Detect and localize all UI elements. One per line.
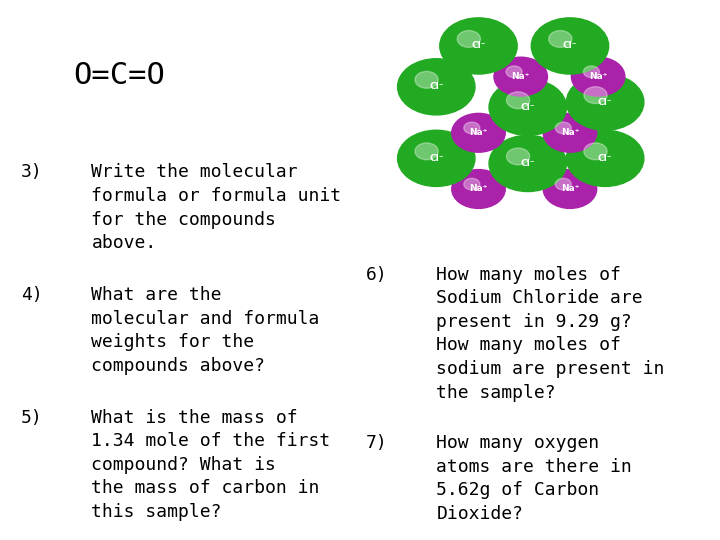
Circle shape — [489, 79, 567, 136]
Text: How many moles of
Sodium Chloride are
present in 9.29 g?
How many moles of
sodiu: How many moles of Sodium Chloride are pr… — [436, 266, 665, 402]
Text: 7): 7) — [366, 434, 387, 452]
Circle shape — [457, 31, 480, 48]
Circle shape — [464, 122, 480, 134]
Circle shape — [464, 178, 480, 190]
Circle shape — [494, 57, 547, 96]
Circle shape — [451, 170, 505, 208]
Text: Cl⁻: Cl⁻ — [598, 98, 613, 107]
Text: Cl⁻: Cl⁻ — [563, 42, 577, 50]
Circle shape — [451, 113, 505, 152]
Circle shape — [543, 113, 597, 152]
Circle shape — [567, 130, 644, 186]
Circle shape — [531, 18, 608, 74]
Text: Cl⁻: Cl⁻ — [429, 82, 444, 91]
Circle shape — [584, 143, 607, 160]
Circle shape — [397, 130, 475, 186]
Text: How many oxygen
atoms are there in
5.62g of Carbon
Dioxide?: How many oxygen atoms are there in 5.62g… — [436, 434, 632, 523]
Text: Na⁺: Na⁺ — [469, 129, 487, 137]
Circle shape — [543, 170, 597, 208]
Text: Cl⁻: Cl⁻ — [429, 154, 444, 163]
Text: What are the
molecular and formula
weights for the
compounds above?: What are the molecular and formula weigh… — [91, 286, 320, 375]
Circle shape — [549, 31, 572, 48]
Text: Na⁺: Na⁺ — [469, 185, 487, 193]
Text: Na⁺: Na⁺ — [561, 185, 579, 193]
Circle shape — [572, 57, 625, 96]
Text: Cl⁻: Cl⁻ — [521, 159, 535, 168]
Circle shape — [440, 18, 517, 74]
Circle shape — [584, 87, 607, 104]
Text: 3): 3) — [21, 164, 43, 181]
Circle shape — [506, 148, 530, 165]
Text: Cl⁻: Cl⁻ — [598, 154, 613, 163]
Circle shape — [583, 66, 600, 78]
Text: Cl⁻: Cl⁻ — [521, 103, 535, 112]
Text: 5): 5) — [21, 409, 43, 427]
Circle shape — [555, 122, 571, 134]
Circle shape — [415, 143, 438, 160]
Text: Cl⁻: Cl⁻ — [472, 42, 486, 50]
Circle shape — [489, 136, 567, 192]
Circle shape — [415, 71, 438, 88]
Text: Na⁺: Na⁺ — [561, 129, 579, 137]
Circle shape — [555, 178, 571, 190]
Text: Na⁺: Na⁺ — [511, 72, 530, 81]
Circle shape — [397, 59, 475, 115]
Text: 6): 6) — [366, 266, 387, 284]
Text: Write the molecular
formula or formula unit
for the compounds
above.: Write the molecular formula or formula u… — [91, 164, 341, 252]
Circle shape — [506, 92, 530, 109]
Text: Na⁺: Na⁺ — [589, 72, 607, 81]
Circle shape — [567, 74, 644, 130]
Circle shape — [506, 66, 522, 78]
Text: What is the mass of
1.34 mole of the first
compound? What is
the mass of carbon : What is the mass of 1.34 mole of the fir… — [91, 409, 330, 521]
Text: 4): 4) — [21, 286, 43, 304]
Text: O=C=O: O=C=O — [73, 62, 166, 90]
